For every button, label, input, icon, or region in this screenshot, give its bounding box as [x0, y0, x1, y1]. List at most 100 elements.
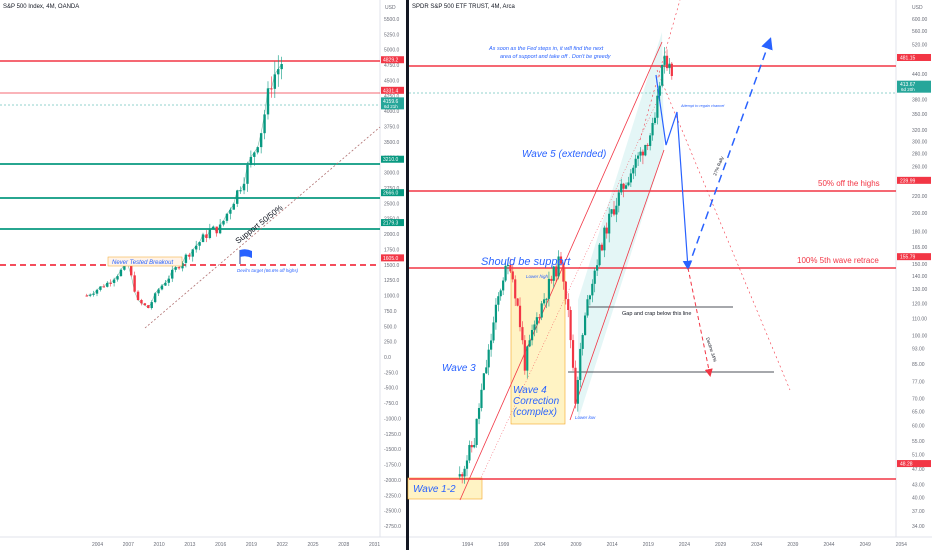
right-x-tick-1: 1999: [498, 542, 509, 548]
right-candle-70: [627, 182, 629, 185]
left-x-tick-3: 2013: [184, 542, 195, 548]
right-y-tick-15: 180.00: [912, 230, 928, 236]
left-candle-10: [120, 270, 122, 276]
right-candle-72: [632, 168, 634, 174]
left-candle-6: [106, 283, 108, 287]
left-candle-45: [239, 190, 241, 191]
right-candle-59: [601, 245, 603, 251]
lower-high-label: Lower high: [526, 274, 549, 279]
left-candle-43: [233, 204, 235, 210]
right-candle-87: [668, 64, 670, 68]
right-y-tick-10: 280.00: [912, 152, 928, 158]
left-candle-35: [205, 234, 207, 238]
right-y-tick-28: 60.00: [912, 424, 925, 430]
left-candle-30: [188, 255, 190, 257]
right-y-tick-18: 140.00: [912, 274, 928, 280]
right-y-tick-24: 85.00: [912, 362, 925, 368]
right-y-tick-17: 150.00: [912, 262, 928, 268]
right-candle-51: [582, 335, 584, 349]
left-candle-18: [147, 305, 149, 308]
right-candle-0: [459, 474, 461, 476]
right-y-tick-13: 220.00: [912, 194, 928, 200]
right-y-tick-1: 560.00: [912, 29, 928, 35]
right-candle-3: [466, 460, 468, 468]
left-candle-17: [144, 303, 146, 305]
right-price-tag-label-0: 481.15: [900, 55, 916, 61]
right-y-tick-16: 165.00: [912, 245, 928, 251]
left-x-tick-5: 2019: [246, 542, 257, 548]
left-candle-40: [222, 221, 224, 225]
right-candle-73: [635, 159, 637, 168]
left-price-tag-label-1: 4331.4: [383, 88, 399, 94]
left-y-tick-33: -2750.0: [384, 524, 401, 530]
right-y-tick-26: 70.00: [912, 396, 925, 402]
left-candle-36: [209, 229, 211, 238]
right-candle-49: [577, 380, 579, 404]
right-candle-57: [596, 265, 598, 270]
left-y-tick-17: 1250.0: [384, 278, 400, 284]
right-candle-46: [570, 310, 572, 340]
right-candle-18: [502, 281, 504, 291]
left-x-tick-0: 2004: [92, 542, 103, 548]
wave4-label-3: (complex): [513, 407, 557, 418]
right-y-tick-4: 440.00: [912, 72, 928, 78]
right-candle-2: [463, 469, 465, 477]
left-candle-26: [174, 267, 176, 270]
right-candle-5: [471, 445, 473, 447]
left-y-tick-3: 4750.0: [384, 63, 400, 69]
left-y-tick-26: -1000.0: [384, 416, 401, 422]
right-y-tick-30: 51.00: [912, 452, 925, 458]
left-y-tick-24: -500.0: [384, 386, 398, 392]
right-candle-38: [550, 279, 552, 281]
right-x-tick-0: 1994: [462, 542, 473, 548]
right-candle-13: [490, 340, 492, 349]
right-candle-82: [656, 96, 658, 118]
right-candle-45: [567, 299, 569, 310]
right-y-tick-34: 37.00: [912, 509, 925, 515]
left-candle-4: [99, 286, 101, 289]
right-y-tick-31: 47.00: [912, 467, 925, 473]
left-candle-54: [270, 88, 272, 89]
left-y-tick-28: -1500.0: [384, 447, 401, 453]
full-retrace-label: 100% 5th wave retrace: [797, 256, 879, 265]
left-y-tick-27: -1250.0: [384, 432, 401, 438]
left-x-tick-4: 2016: [215, 542, 226, 548]
right-candle-36: [545, 299, 547, 300]
right-candle-37: [548, 279, 550, 299]
left-candle-24: [168, 279, 170, 283]
right-y-tick-22: 100.00: [912, 333, 928, 339]
left-candle-51: [260, 133, 262, 147]
right-candle-27: [524, 340, 526, 370]
right-candle-10: [483, 373, 485, 390]
panel-divider[interactable]: [406, 0, 409, 550]
left-candle-53: [267, 88, 269, 114]
left-candle-33: [198, 242, 200, 246]
right-candle-61: [606, 228, 608, 234]
right-y-tick-7: 350.00: [912, 112, 928, 118]
right-candle-15: [495, 305, 497, 323]
left-candle-50: [257, 147, 259, 152]
left-candle-29: [185, 255, 187, 263]
right-candle-66: [618, 192, 620, 205]
right-candle-76: [642, 152, 644, 156]
right-x-tick-3: 2009: [570, 542, 581, 548]
left-price-tag-label-6: 1605.0: [383, 256, 399, 262]
right-candle-60: [603, 228, 605, 251]
left-candle-0: [86, 296, 88, 297]
left-candle-52: [263, 114, 265, 133]
right-x-tick-10: 2044: [823, 542, 834, 548]
wave3-label: Wave 3: [442, 363, 476, 374]
left-y-tick-30: -2000.0: [384, 478, 401, 484]
right-candle-85: [664, 56, 666, 65]
left-y-tick-29: -1750.0: [384, 463, 401, 469]
right-x-tick-5: 2019: [643, 542, 654, 548]
left-candle-5: [103, 286, 105, 287]
left-candle-37: [212, 227, 214, 230]
right-candle-84: [661, 65, 663, 86]
left-y-tick-18: 1000.0: [384, 294, 400, 300]
right-candle-64: [613, 209, 615, 214]
left-candle-3: [96, 290, 98, 294]
devils-target-label: Devil's target (66.6% off highs): [237, 268, 299, 273]
left-y-tick-8: 3500.0: [384, 140, 400, 146]
